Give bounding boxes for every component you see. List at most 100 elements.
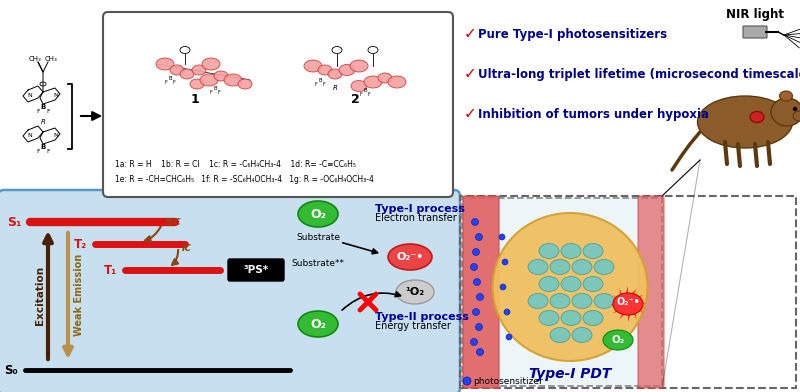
- Ellipse shape: [561, 310, 581, 325]
- Ellipse shape: [561, 243, 581, 258]
- Text: F: F: [210, 90, 212, 95]
- Text: NIR light: NIR light: [726, 7, 784, 20]
- Polygon shape: [626, 286, 628, 304]
- Ellipse shape: [328, 69, 342, 79]
- Text: R: R: [41, 119, 46, 125]
- FancyBboxPatch shape: [743, 26, 767, 38]
- Text: B: B: [40, 104, 46, 110]
- Ellipse shape: [572, 294, 592, 309]
- Text: Inhibition of tumors under hypoxia: Inhibition of tumors under hypoxia: [478, 107, 709, 120]
- Text: 1a: R = H    1b: R = Cl    1c: R = -C₆H₄CH₃-4    1d: R= -C≡CC₆H₅: 1a: R = H 1b: R = Cl 1c: R = -C₆H₄CH₃-4 …: [115, 160, 356, 169]
- Polygon shape: [628, 301, 646, 304]
- Ellipse shape: [298, 201, 338, 227]
- Text: Weak Emission: Weak Emission: [74, 254, 84, 336]
- Ellipse shape: [364, 76, 382, 88]
- Ellipse shape: [500, 284, 506, 290]
- Ellipse shape: [318, 65, 332, 75]
- Text: S₀: S₀: [4, 363, 18, 376]
- Ellipse shape: [200, 74, 218, 86]
- Text: ³PS*: ³PS*: [243, 265, 269, 275]
- Text: F: F: [314, 82, 318, 87]
- Text: ISC: ISC: [165, 218, 182, 227]
- Ellipse shape: [351, 80, 367, 91]
- Ellipse shape: [506, 334, 512, 340]
- Ellipse shape: [550, 327, 570, 343]
- Text: F: F: [218, 90, 220, 95]
- Ellipse shape: [539, 310, 559, 325]
- Ellipse shape: [583, 243, 603, 258]
- Ellipse shape: [339, 65, 355, 76]
- Text: F: F: [368, 92, 370, 97]
- Ellipse shape: [583, 276, 603, 292]
- Ellipse shape: [499, 234, 505, 240]
- Ellipse shape: [473, 309, 479, 316]
- Text: O₂⁻•: O₂⁻•: [396, 252, 424, 262]
- Ellipse shape: [594, 260, 614, 274]
- Text: F: F: [173, 80, 175, 85]
- Text: F: F: [360, 92, 362, 97]
- Ellipse shape: [477, 294, 483, 301]
- Text: B: B: [363, 88, 367, 93]
- Ellipse shape: [170, 65, 184, 75]
- Ellipse shape: [475, 323, 482, 330]
- Text: Type-I PDT: Type-I PDT: [529, 367, 611, 381]
- Text: ✓: ✓: [464, 107, 477, 122]
- Text: Pure Type-I photosensitizers: Pure Type-I photosensitizers: [478, 27, 667, 40]
- Text: photosensitizer: photosensitizer: [473, 376, 542, 385]
- Text: S₁: S₁: [7, 216, 22, 229]
- Ellipse shape: [202, 58, 220, 70]
- Text: O₂: O₂: [611, 335, 625, 345]
- Ellipse shape: [190, 79, 204, 89]
- Text: 2: 2: [350, 93, 359, 105]
- Ellipse shape: [561, 276, 581, 292]
- Text: Type-I process: Type-I process: [375, 204, 465, 214]
- Ellipse shape: [350, 60, 368, 72]
- Polygon shape: [628, 304, 643, 313]
- Ellipse shape: [192, 65, 206, 75]
- Text: F: F: [46, 149, 50, 154]
- Ellipse shape: [572, 327, 592, 343]
- Ellipse shape: [550, 260, 570, 274]
- Ellipse shape: [156, 58, 174, 70]
- Text: O₂: O₂: [310, 318, 326, 330]
- Polygon shape: [610, 304, 628, 307]
- Text: CH₃: CH₃: [29, 56, 42, 62]
- Ellipse shape: [238, 79, 252, 89]
- Polygon shape: [613, 295, 628, 304]
- Text: CH₃: CH₃: [45, 56, 58, 62]
- Text: IC: IC: [182, 244, 192, 253]
- Text: T₂: T₂: [74, 238, 87, 250]
- Ellipse shape: [477, 348, 483, 356]
- Text: B: B: [40, 144, 46, 150]
- Polygon shape: [619, 289, 628, 304]
- Text: N: N: [54, 132, 58, 138]
- Ellipse shape: [470, 263, 478, 270]
- Text: Excitation: Excitation: [35, 265, 45, 325]
- Ellipse shape: [396, 280, 434, 304]
- FancyBboxPatch shape: [103, 12, 453, 197]
- Text: F: F: [322, 82, 326, 87]
- Ellipse shape: [779, 91, 793, 101]
- Polygon shape: [619, 304, 628, 319]
- Ellipse shape: [504, 309, 510, 315]
- Ellipse shape: [539, 243, 559, 258]
- Ellipse shape: [298, 311, 338, 337]
- Ellipse shape: [528, 294, 548, 309]
- Text: F: F: [36, 149, 40, 154]
- Ellipse shape: [550, 294, 570, 309]
- Text: F: F: [46, 109, 50, 114]
- Ellipse shape: [214, 71, 228, 81]
- Text: Substrate**: Substrate**: [291, 260, 345, 269]
- FancyBboxPatch shape: [462, 198, 662, 386]
- FancyBboxPatch shape: [0, 190, 460, 392]
- Text: N: N: [28, 93, 32, 98]
- Ellipse shape: [470, 339, 478, 345]
- Text: B: B: [213, 86, 217, 91]
- Ellipse shape: [572, 260, 592, 274]
- Text: B: B: [168, 76, 172, 81]
- Polygon shape: [628, 289, 637, 304]
- Ellipse shape: [583, 310, 603, 325]
- Ellipse shape: [224, 74, 242, 86]
- Ellipse shape: [474, 278, 481, 285]
- Ellipse shape: [539, 276, 559, 292]
